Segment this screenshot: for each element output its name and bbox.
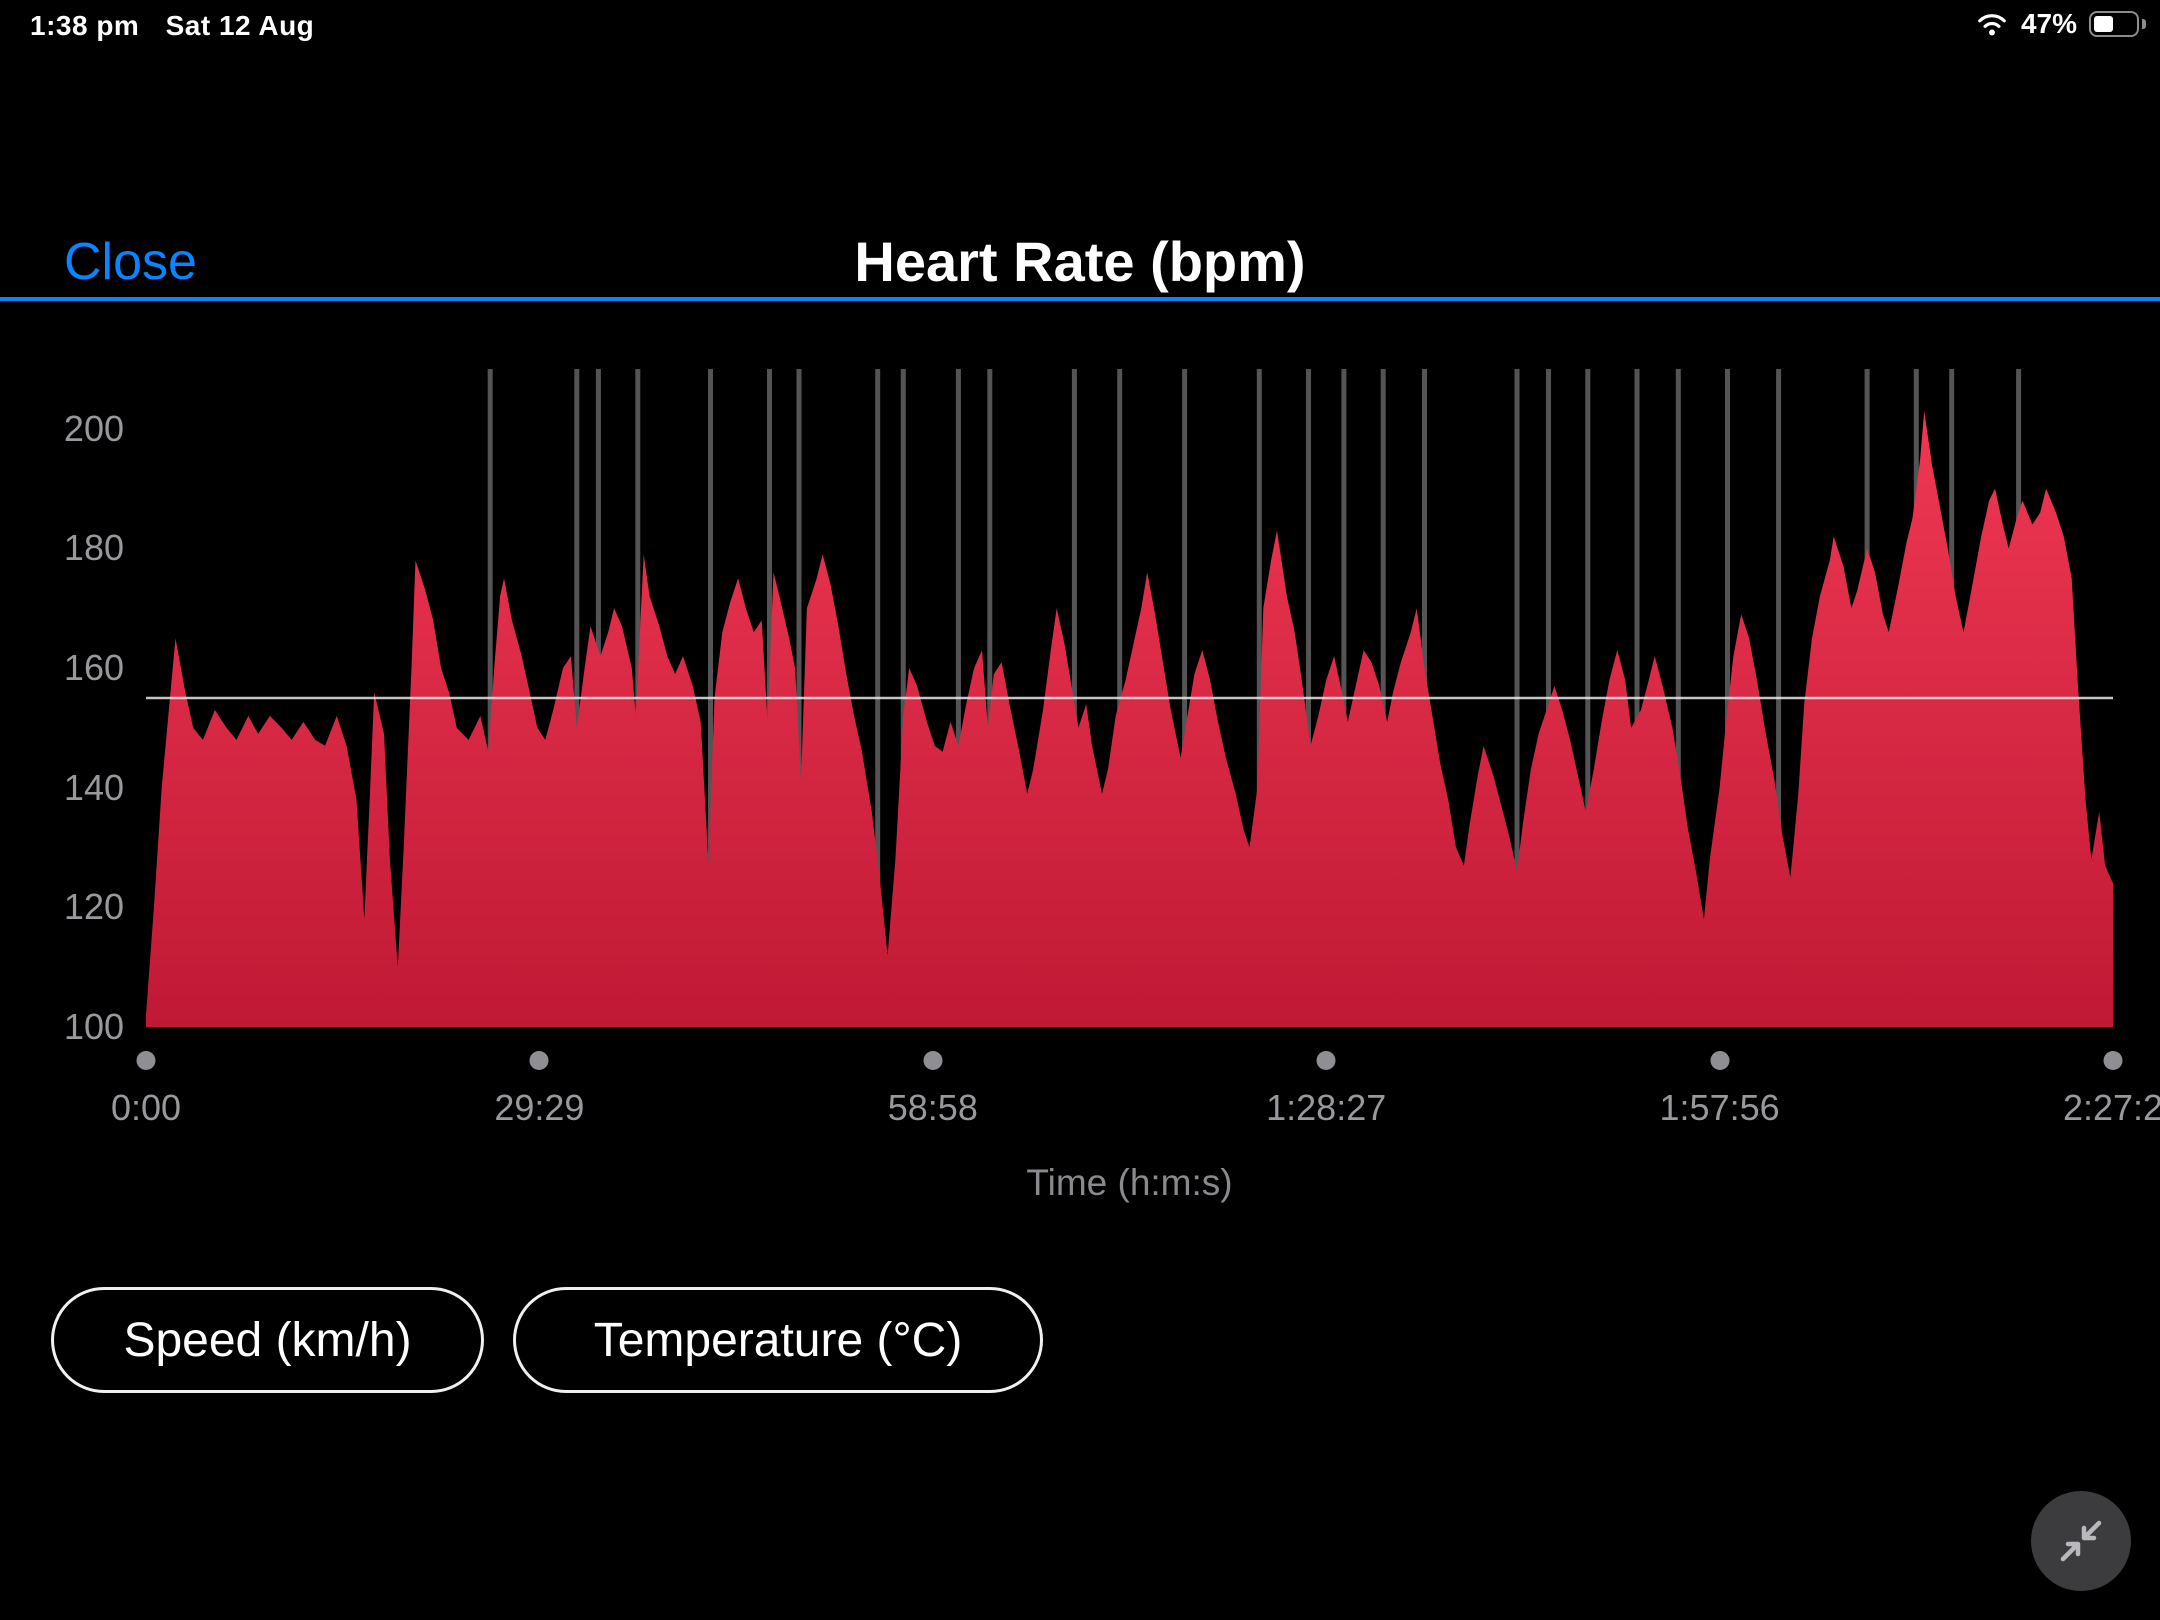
wifi-icon: [1978, 14, 2006, 36]
y-tick-label: 160: [63, 647, 124, 689]
heart-rate-plot[interactable]: [146, 369, 2113, 1027]
x-tick-dot: [1316, 1051, 1336, 1070]
battery-tip: [2142, 19, 2146, 29]
x-tick-dot: [1710, 1051, 1730, 1070]
x-tick-dot: [2103, 1051, 2123, 1070]
battery-percent: 47%: [2020, 8, 2077, 39]
status-left: 1:38 pm Sat 12 Aug: [30, 10, 332, 42]
status-date: Sat 12 Aug: [165, 10, 315, 41]
y-tick-label: 200: [63, 407, 124, 449]
toggle-speed-button[interactable]: Speed (km/h): [51, 1287, 484, 1393]
y-tick-label: 180: [63, 527, 124, 569]
status-bar: 1:38 pm Sat 12 Aug 47%: [0, 0, 2160, 52]
collapse-arrows-icon: [2060, 1520, 2102, 1562]
collapse-button[interactable]: [2031, 1491, 2131, 1591]
y-tick-label: 140: [63, 766, 124, 808]
x-tick-label: 0:00: [110, 1087, 182, 1128]
y-tick-label: 120: [63, 886, 124, 928]
y-axis: 200 180 160 140 120 100: [0, 369, 124, 1047]
header-divider: [0, 297, 2160, 301]
x-tick-label: 29:29: [494, 1087, 585, 1128]
heart-rate-chart[interactable]: 200 180 160 140 120 100 0:00 29:29 58:58 1:28:27…: [0, 340, 2160, 1240]
close-button[interactable]: Close: [64, 230, 197, 294]
status-time: 1:38 pm: [30, 10, 140, 41]
battery-icon: [2089, 11, 2139, 37]
x-tick-dot: [136, 1051, 156, 1070]
series-toggles: Speed (km/h) Temperature (°C): [0, 1287, 2160, 1393]
status-right: 47%: [1975, 8, 2146, 40]
x-tick-label: 2:27:2: [2062, 1087, 2160, 1128]
x-tick-dot: [529, 1051, 549, 1070]
heart-rate-area: [146, 410, 2113, 1027]
x-axis-labels: 0:00 29:29 58:58 1:28:27 1:57:56 2:27:2: [111, 1086, 2160, 1130]
x-axis-dots: [136, 1051, 2123, 1071]
y-tick-label: 100: [63, 1006, 124, 1047]
page-title: Heart Rate (bpm): [854, 230, 1306, 293]
x-tick-dot: [923, 1051, 943, 1070]
x-tick-label: 1:28:27: [1266, 1087, 1387, 1128]
toggle-temperature-button[interactable]: Temperature (°C): [513, 1287, 1043, 1393]
battery-level: [2094, 16, 2113, 32]
x-axis-title: Time (h:m:s): [1026, 1162, 1233, 1203]
x-tick-label: 1:57:56: [1659, 1087, 1780, 1128]
x-tick-label: 58:58: [887, 1087, 978, 1128]
